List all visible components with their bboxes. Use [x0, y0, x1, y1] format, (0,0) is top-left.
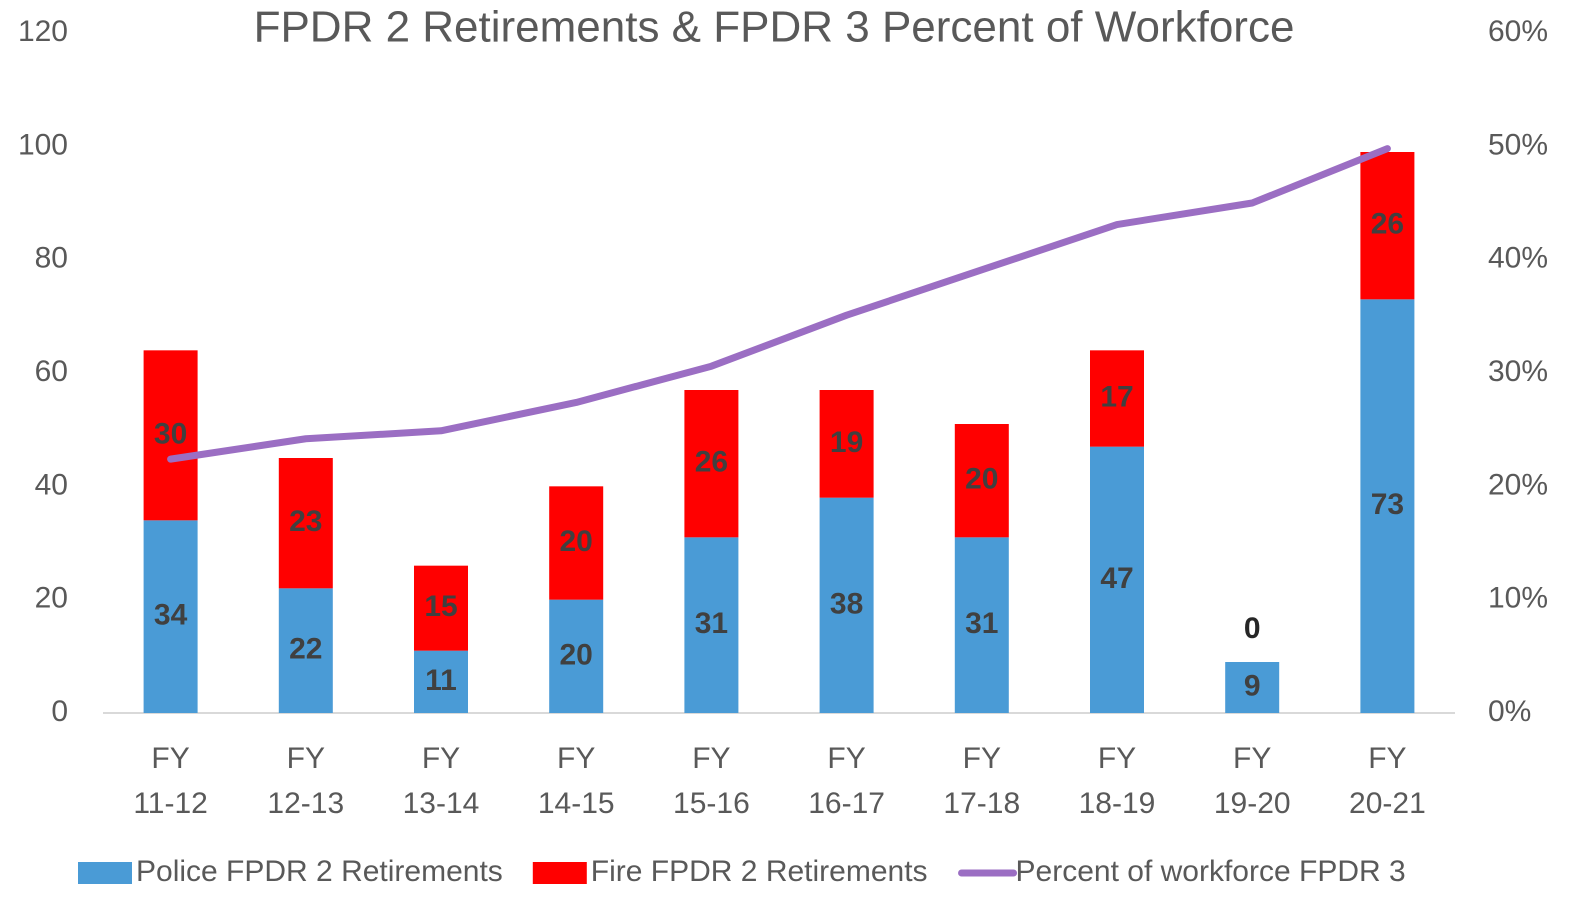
data-label: 0: [1244, 612, 1261, 645]
x-tick-label: FY 17-18: [943, 742, 1020, 820]
bar-segment: [1090, 446, 1144, 713]
y2-tick-label: 10%: [1488, 582, 1548, 615]
bar-segment: [1360, 152, 1415, 300]
bar-segment: [278, 458, 333, 589]
data-label: 31: [965, 607, 998, 640]
bar-segment: [414, 565, 468, 651]
bar-segment: [1225, 662, 1280, 713]
data-label: 26: [1371, 208, 1404, 241]
x-tick-label: FY 11-12: [133, 742, 208, 820]
y-tick-label: 100: [18, 128, 68, 161]
y-tick-label: 20: [35, 582, 68, 615]
bar-segment: [278, 588, 333, 713]
bar-segment: [143, 520, 198, 713]
x-tick-label: FY 14-15: [538, 742, 615, 820]
bar-segment: [684, 390, 739, 538]
bar-segment: [819, 497, 874, 713]
legend-swatch: [78, 862, 132, 884]
legend-label: Police FPDR 2 Retirements: [136, 855, 503, 888]
bar-segment: [414, 650, 468, 713]
x-tick-label: FY 19-20: [1214, 742, 1291, 820]
y-tick-label: 40: [35, 468, 68, 501]
x-tick-label: FY 12-13: [267, 742, 344, 820]
data-label: 34: [154, 599, 188, 632]
bar-segment: [1090, 350, 1144, 447]
data-label: 38: [830, 587, 863, 620]
data-label: 19: [830, 426, 863, 459]
data-label: 30: [154, 417, 187, 450]
x-tick-label: FY 13-14: [403, 742, 480, 820]
x-tick-label: FY 20-21: [1349, 742, 1426, 820]
y2-tick-label: 50%: [1488, 128, 1548, 161]
data-label: 47: [1100, 562, 1133, 595]
x-tick-label: FY 18-19: [1079, 742, 1156, 820]
y-tick-label: 80: [35, 242, 68, 275]
data-label: 20: [560, 638, 593, 671]
y2-tick-label: 30%: [1488, 355, 1548, 388]
bar-segment: [954, 537, 1009, 713]
data-label: 15: [424, 590, 457, 623]
legend-label: Fire FPDR 2 Retirements: [591, 855, 928, 888]
y2-tick-label: 0%: [1488, 695, 1531, 728]
x-tick-label: FY 15-16: [673, 742, 750, 820]
data-label: 20: [560, 525, 593, 558]
data-label: 26: [695, 446, 728, 479]
data-label: 31: [695, 607, 728, 640]
y-tick-label: 0: [51, 695, 68, 728]
data-label: 23: [289, 505, 322, 538]
y2-tick-label: 20%: [1488, 468, 1548, 501]
data-label: 11: [425, 664, 457, 697]
data-label: 22: [289, 633, 322, 666]
bar-segment: [549, 486, 604, 600]
y2-tick-label: 40%: [1488, 242, 1548, 275]
bar-segment: [819, 390, 874, 498]
legend-label: Percent of workforce FPDR 3: [1016, 855, 1406, 888]
legend-swatch: [532, 862, 587, 884]
data-label: 17: [1100, 380, 1133, 413]
bar-segment: [549, 599, 604, 713]
data-label: 20: [965, 463, 998, 496]
y-tick-label: 60: [35, 355, 68, 388]
y2-tick-label: 60%: [1488, 15, 1548, 48]
line: [167, 145, 1391, 463]
x-tick-label: FY 16-17: [808, 742, 885, 820]
chart-title: FPDR 2 Retirements & FPDR 3 Percent of W…: [254, 3, 1295, 52]
y-tick-label: 120: [18, 15, 68, 48]
bar-segment: [143, 350, 198, 521]
data-label: 9: [1244, 669, 1261, 702]
data-label: 73: [1371, 488, 1404, 521]
bar-segment: [684, 537, 739, 713]
bar-segment: [1360, 299, 1415, 713]
bar-segment: [954, 424, 1009, 538]
